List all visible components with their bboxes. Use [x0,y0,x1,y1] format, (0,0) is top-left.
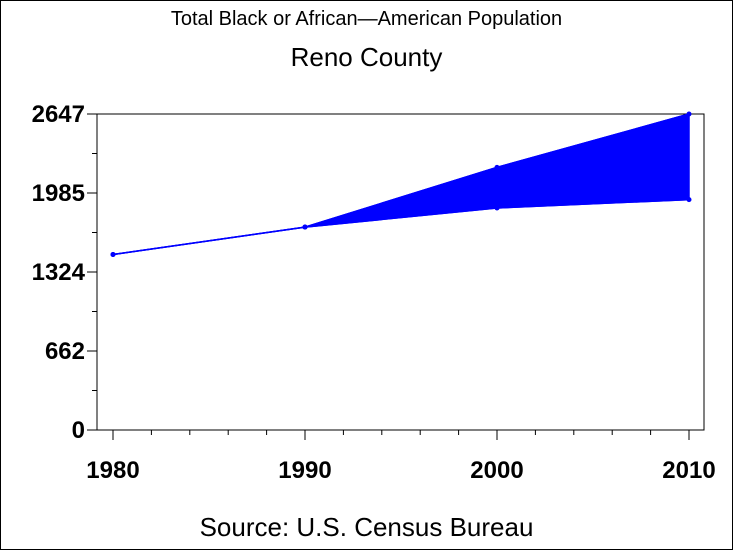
data-point [494,205,500,211]
y-tick-label: 1324 [32,259,86,286]
x-tick-label: 2000 [470,457,523,484]
chart-title: Total Black or African—American Populati… [170,8,563,30]
data-point [494,164,500,170]
series-band-area [112,113,690,256]
data-point [302,224,308,230]
source-note: Source: U.S. Census Bureau [199,512,534,542]
data-point [110,252,116,258]
y-tick-label: 1985 [32,180,85,207]
data-point [686,197,692,203]
x-tick-label: 1980 [86,457,139,484]
y-tick-label: 0 [72,417,85,444]
chart-subtitle: Reno County [290,42,443,72]
x-tick-label: 1990 [278,457,331,484]
series-line-2 [112,198,690,256]
x-tick-label: 2010 [662,457,715,484]
y-tick-label: 2647 [32,101,85,128]
y-tick-label: 662 [45,338,85,365]
data-point [686,111,692,117]
